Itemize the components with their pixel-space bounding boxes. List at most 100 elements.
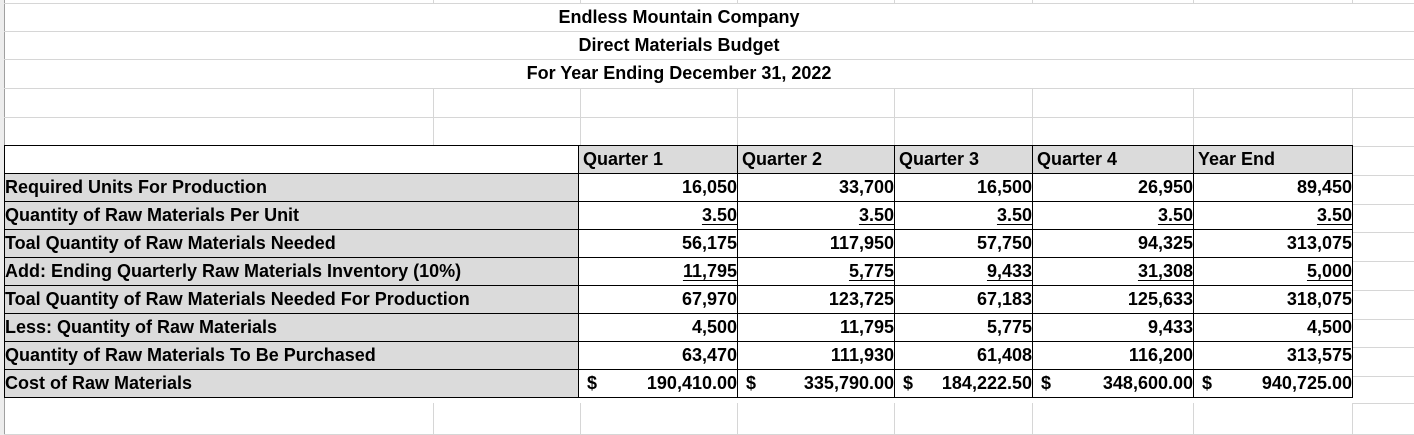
cell-value: 11,795 — [839, 317, 894, 337]
cell-quarter-1[interactable]: $190,410.00 — [578, 369, 738, 398]
row-label[interactable]: Cost of Raw Materials — [4, 369, 579, 398]
cell-value: 61,408 — [976, 345, 1032, 365]
gridline — [1193, 0, 1194, 3]
cell-quarter-2[interactable]: 33,700 — [737, 173, 895, 202]
gridline — [1193, 403, 1194, 434]
cell-year-end[interactable]: 313,575 — [1193, 341, 1353, 370]
gridline — [580, 403, 581, 434]
direct-materials-budget-table: Quarter 1 Quarter 2 Quarter 3 Quarter 4 … — [4, 145, 1353, 398]
cell-quarter-4[interactable]: 94,325 — [1032, 229, 1194, 258]
column-header-quarter-1[interactable]: Quarter 1 — [578, 145, 738, 174]
cell-quarter-1[interactable]: 63,470 — [578, 341, 738, 370]
cell-value: 57,750 — [976, 233, 1032, 253]
row-label[interactable]: Less: Quantity of Raw Materials — [4, 313, 579, 342]
cell-quarter-2[interactable]: 111,930 — [737, 341, 895, 370]
column-header-quarter-2[interactable]: Quarter 2 — [737, 145, 895, 174]
cell-value: 67,183 — [976, 289, 1032, 309]
cell-quarter-4[interactable]: 31,308 — [1032, 257, 1194, 286]
cell-year-end[interactable]: 313,075 — [1193, 229, 1353, 258]
cell-quarter-3[interactable]: 9,433 — [894, 257, 1033, 286]
title-company[interactable]: Endless Mountain Company — [558, 7, 800, 27]
column-header-year-end[interactable]: Year End — [1193, 145, 1353, 174]
cell-quarter-4[interactable]: 9,433 — [1032, 313, 1194, 342]
currency-symbol: $ — [1202, 373, 1213, 393]
gridline — [1353, 204, 1414, 205]
cell-value: 56,175 — [681, 233, 737, 253]
row-label[interactable]: Required Units For Production — [4, 173, 579, 202]
cell-quarter-2[interactable]: 11,795 — [737, 313, 895, 342]
cell-quarter-3[interactable]: 61,408 — [894, 341, 1033, 370]
row-label[interactable]: Toal Quantity of Raw Materials Needed Fo… — [4, 285, 579, 314]
cell-year-end[interactable]: 5,000 — [1193, 257, 1353, 286]
header-blank-cell[interactable] — [4, 145, 579, 174]
cell-value: 5,775 — [986, 317, 1032, 337]
cell-value: 89,450 — [1296, 177, 1352, 197]
cell-value: 33,700 — [838, 177, 894, 197]
gridline — [4, 117, 1414, 118]
gridline — [580, 0, 581, 3]
cell-year-end[interactable]: $940,725.00 — [1193, 369, 1353, 398]
cell-quarter-3[interactable]: 5,775 — [894, 313, 1033, 342]
cell-value: 3.50 — [701, 205, 737, 225]
gridline — [4, 31, 1414, 32]
title-period[interactable]: For Year Ending December 31, 2022 — [526, 63, 832, 83]
row-label[interactable]: Quantity of Raw Materials Per Unit — [4, 201, 579, 230]
cell-value: 335,790.00 — [803, 373, 894, 393]
cell-quarter-1[interactable]: 4,500 — [578, 313, 738, 342]
gridline — [1353, 261, 1414, 262]
cell-quarter-2[interactable]: 3.50 — [737, 201, 895, 230]
cell-quarter-3[interactable]: $184,222.50 — [894, 369, 1033, 398]
currency-symbol: $ — [746, 373, 757, 393]
cell-value: 3.50 — [996, 205, 1032, 225]
cell-quarter-3[interactable]: 16,500 — [894, 173, 1033, 202]
cell-quarter-2[interactable]: 123,725 — [737, 285, 895, 314]
cell-quarter-1[interactable]: 67,970 — [578, 285, 738, 314]
cell-quarter-4[interactable]: 26,950 — [1032, 173, 1194, 202]
cell-year-end[interactable]: 4,500 — [1193, 313, 1353, 342]
gridline — [894, 88, 895, 146]
cell-value: 16,500 — [976, 177, 1032, 197]
gridline — [1352, 0, 1353, 3]
cell-year-end[interactable]: 318,075 — [1193, 285, 1353, 314]
title-report[interactable]: Direct Materials Budget — [578, 35, 780, 55]
cell-quarter-2[interactable]: $335,790.00 — [737, 369, 895, 398]
cell-quarter-4[interactable]: $348,600.00 — [1032, 369, 1194, 398]
table-row: Toal Quantity of Raw Materials Needed 56,… — [4, 229, 1353, 258]
cell-value: 125,633 — [1127, 289, 1193, 309]
cell-value: 3.50 — [1157, 205, 1193, 225]
cell-value: 16,050 — [681, 177, 737, 197]
cell-year-end[interactable]: 3.50 — [1193, 201, 1353, 230]
gridline — [1032, 0, 1033, 3]
row-label[interactable]: Add: Ending Quarterly Raw Materials Inve… — [4, 257, 579, 286]
cell-quarter-3[interactable]: 67,183 — [894, 285, 1033, 314]
cell-value: 313,575 — [1286, 345, 1352, 365]
currency-symbol: $ — [587, 373, 598, 393]
cell-quarter-2[interactable]: 117,950 — [737, 229, 895, 258]
column-header-quarter-3[interactable]: Quarter 3 — [894, 145, 1033, 174]
cell-quarter-3[interactable]: 3.50 — [894, 201, 1033, 230]
cell-quarter-1[interactable]: 56,175 — [578, 229, 738, 258]
cell-quarter-1[interactable]: 16,050 — [578, 173, 738, 202]
cell-quarter-1[interactable]: 11,795 — [578, 257, 738, 286]
gridline — [1193, 88, 1194, 146]
column-header-quarter-4[interactable]: Quarter 4 — [1032, 145, 1194, 174]
table-row: Quantity of Raw Materials Per Unit 3.50 3.… — [4, 201, 1353, 230]
cell-quarter-2[interactable]: 5,775 — [737, 257, 895, 286]
cell-value: 116,200 — [1128, 345, 1193, 365]
table-row: Add: Ending Quarterly Raw Materials Inve… — [4, 257, 1353, 286]
gridline — [1353, 403, 1414, 404]
cell-quarter-4[interactable]: 116,200 — [1032, 341, 1194, 370]
gridline — [1352, 88, 1353, 146]
cell-year-end[interactable]: 89,450 — [1193, 173, 1353, 202]
cell-value: 348,600.00 — [1102, 373, 1193, 393]
cell-quarter-4[interactable]: 3.50 — [1032, 201, 1194, 230]
gridline — [1353, 290, 1414, 291]
cell-value: 123,725 — [828, 289, 894, 309]
row-label[interactable]: Toal Quantity of Raw Materials Needed — [4, 229, 579, 258]
cell-quarter-3[interactable]: 57,750 — [894, 229, 1033, 258]
row-label[interactable]: Quantity of Raw Materials To Be Purchase… — [4, 341, 579, 370]
cell-quarter-4[interactable]: 125,633 — [1032, 285, 1194, 314]
cell-value: 31,308 — [1137, 261, 1193, 281]
cell-quarter-1[interactable]: 3.50 — [578, 201, 738, 230]
